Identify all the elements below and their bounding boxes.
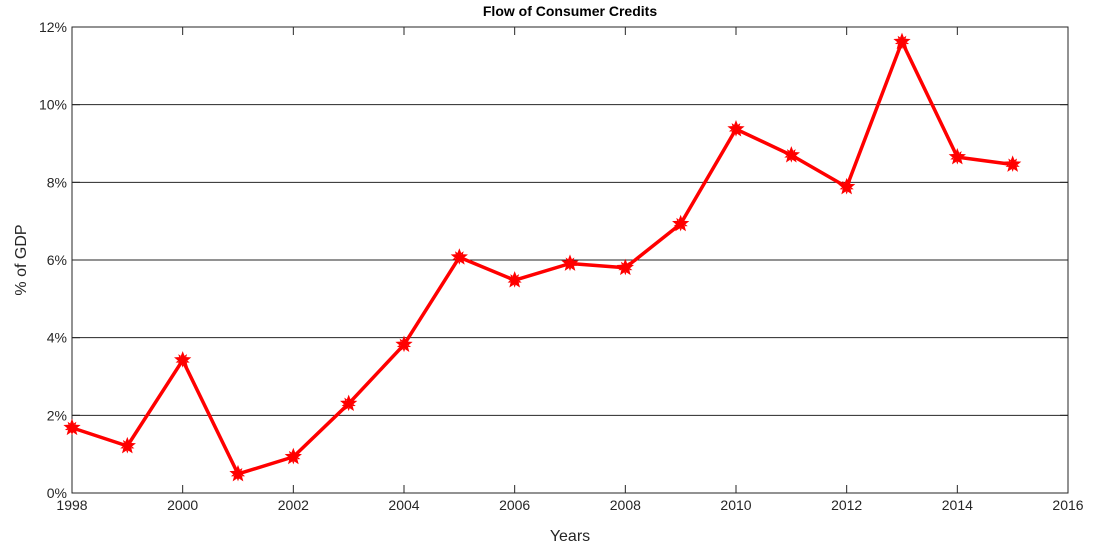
data-point-marker bbox=[395, 335, 413, 353]
y-axis-label: % of GDP bbox=[13, 224, 30, 295]
y-tick-label: 2% bbox=[47, 407, 67, 423]
data-point-marker bbox=[63, 418, 81, 436]
axis-ticks: 0% 2% 4% 6% 8% 10% 12% 1998 2000 2002 2004 2006 2008… bbox=[39, 19, 1084, 513]
x-tick-label: 2008 bbox=[610, 497, 641, 513]
y-tick-label: 6% bbox=[47, 252, 67, 268]
x-tick-label: 2004 bbox=[388, 497, 419, 513]
y-tick-label: 10% bbox=[39, 97, 67, 113]
data-point-marker bbox=[506, 271, 524, 288]
data-point-marker bbox=[118, 436, 136, 454]
x-tick-label: 2016 bbox=[1052, 497, 1083, 513]
data-point-marker-accent bbox=[673, 217, 688, 232]
data-point-marker-accent bbox=[1005, 158, 1020, 172]
data-point-marker-accent bbox=[341, 397, 356, 412]
data-point-marker bbox=[893, 32, 911, 50]
data-point-marker-accent bbox=[286, 450, 301, 465]
data-point-marker bbox=[948, 148, 966, 165]
data-point-marker-accent bbox=[120, 439, 135, 454]
y-tick-label: 4% bbox=[47, 330, 67, 346]
data-point-marker-accent bbox=[784, 149, 799, 163]
data-point-marker-accent bbox=[175, 354, 190, 368]
data-point-marker bbox=[616, 258, 634, 276]
data-point-marker-accent bbox=[64, 421, 80, 436]
y-tick-label: 8% bbox=[47, 174, 67, 190]
x-tick-label: 2000 bbox=[167, 497, 198, 513]
data-point-marker-accent bbox=[839, 180, 854, 195]
series-layer bbox=[63, 32, 1022, 482]
series-line bbox=[71, 40, 1013, 476]
y-tick-label: 12% bbox=[39, 19, 67, 35]
x-tick-label: 1998 bbox=[56, 497, 87, 513]
data-point-marker bbox=[782, 146, 800, 163]
data-point-marker bbox=[450, 248, 468, 265]
data-point-marker bbox=[672, 214, 690, 232]
data-point-marker-accent bbox=[618, 261, 633, 276]
data-point-marker bbox=[1004, 155, 1022, 172]
data-point-marker bbox=[561, 254, 579, 271]
data-point-marker-accent bbox=[728, 123, 744, 137]
data-point-marker bbox=[284, 447, 302, 465]
x-tick-label: 2014 bbox=[942, 497, 973, 513]
chart-title: Flow of Consumer Credits bbox=[483, 3, 657, 19]
data-point-marker-accent bbox=[894, 35, 910, 50]
x-tick-label: 2006 bbox=[499, 497, 530, 513]
data-point-marker bbox=[340, 394, 358, 412]
data-point-marker bbox=[838, 177, 856, 195]
data-point-marker bbox=[174, 351, 192, 368]
data-point-marker bbox=[229, 464, 247, 482]
data-point-marker-accent bbox=[562, 257, 578, 271]
data-point-marker-accent bbox=[396, 338, 412, 353]
data-point-marker bbox=[727, 120, 745, 137]
x-tick-label: 2012 bbox=[831, 497, 862, 513]
x-axis-label: Years bbox=[550, 528, 590, 545]
x-tick-label: 2002 bbox=[278, 497, 309, 513]
data-point-marker-accent bbox=[230, 467, 246, 482]
data-point-marker-accent bbox=[950, 151, 965, 165]
x-tick-label: 2010 bbox=[720, 497, 751, 513]
data-point-marker-accent bbox=[452, 251, 467, 265]
y-tick-label: 0% bbox=[47, 485, 67, 501]
data-point-marker-accent bbox=[507, 274, 522, 288]
